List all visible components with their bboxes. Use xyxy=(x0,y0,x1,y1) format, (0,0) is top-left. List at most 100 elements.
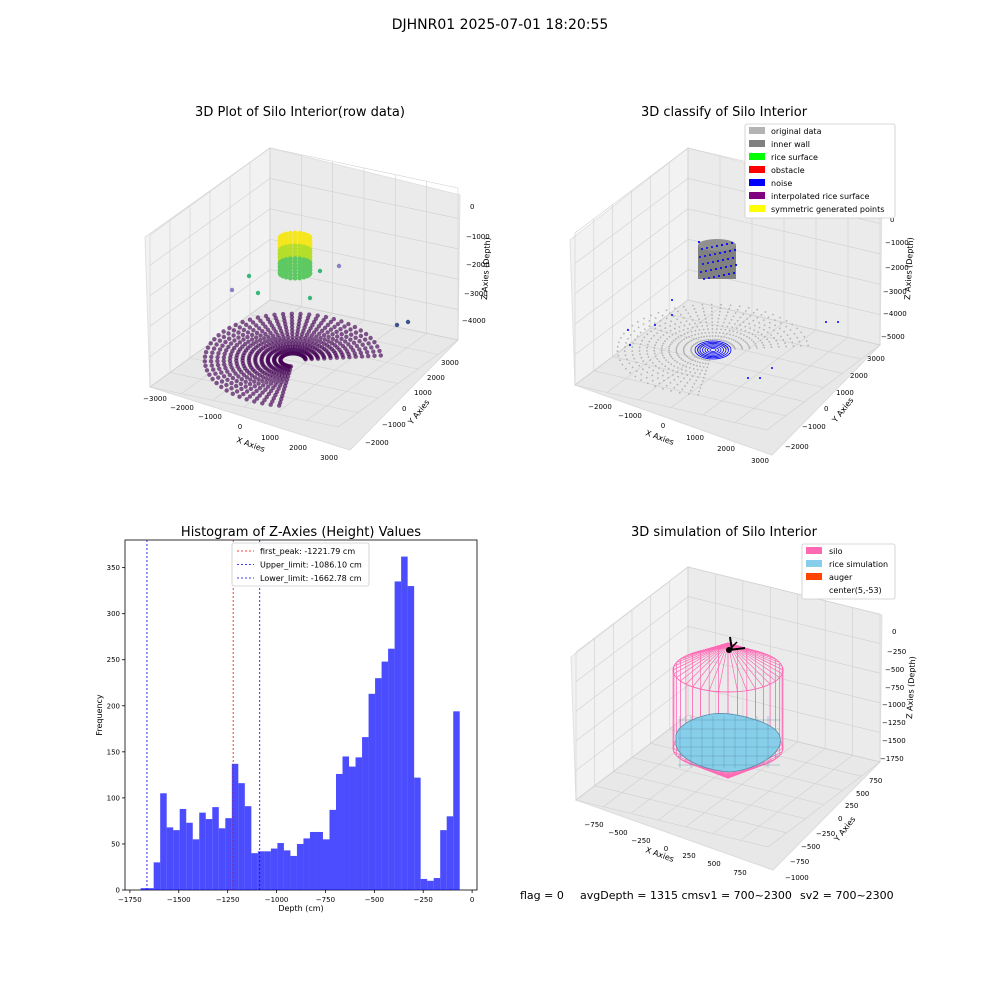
original-point xyxy=(667,376,670,379)
raw-point xyxy=(247,381,253,387)
panel2-xlabel: X Axies xyxy=(644,428,675,447)
noise-point xyxy=(723,274,725,276)
noise-point xyxy=(825,321,827,323)
raw-point xyxy=(330,336,335,342)
svg-text:−3000: −3000 xyxy=(883,288,907,296)
panel2-legend-label: original data xyxy=(771,127,822,136)
original-point xyxy=(677,367,679,369)
svg-text:0: 0 xyxy=(890,216,894,224)
original-point xyxy=(785,345,787,348)
original-point xyxy=(629,371,632,374)
raw-point xyxy=(288,275,293,281)
raw-point xyxy=(246,273,252,279)
raw-point xyxy=(277,403,282,408)
raw-point xyxy=(227,372,232,378)
raw-point xyxy=(215,355,220,360)
original-point xyxy=(659,319,662,322)
original-point xyxy=(679,380,682,383)
original-point xyxy=(689,340,691,343)
hist-bar xyxy=(342,756,350,890)
original-point xyxy=(807,344,809,347)
rice-surface xyxy=(675,713,781,773)
original-point xyxy=(701,339,704,342)
original-point xyxy=(633,330,636,332)
original-point xyxy=(749,327,751,330)
original-point xyxy=(719,310,721,313)
original-point xyxy=(758,321,761,324)
original-point xyxy=(684,353,686,356)
raw-point xyxy=(334,355,340,360)
original-point xyxy=(701,362,704,364)
panel-raw-data-3d: 3D Plot of Silo Interior(row data) −3000… xyxy=(143,105,492,462)
hist-bar xyxy=(407,586,415,890)
hist-bar xyxy=(277,843,284,890)
raw-point xyxy=(297,315,303,320)
original-point xyxy=(762,344,765,347)
original-point xyxy=(711,331,714,334)
raw-point xyxy=(244,375,250,380)
original-point xyxy=(673,386,676,389)
raw-point xyxy=(317,268,323,274)
original-point xyxy=(744,330,747,332)
original-point xyxy=(619,359,621,362)
raw-point xyxy=(232,338,237,343)
raw-point xyxy=(280,311,286,317)
raw-point xyxy=(254,396,260,401)
hist-bar xyxy=(446,816,454,890)
raw-point xyxy=(236,335,241,340)
original-point xyxy=(675,332,677,334)
original-point xyxy=(756,308,759,311)
original-point xyxy=(700,383,703,386)
footer-flag: flag = 0 xyxy=(520,889,564,902)
original-point xyxy=(799,344,802,347)
original-point xyxy=(643,328,646,331)
raw-point xyxy=(221,355,227,360)
original-point xyxy=(800,331,803,334)
raw-point xyxy=(334,338,339,344)
original-point xyxy=(693,383,696,385)
original-point xyxy=(662,354,664,357)
original-point xyxy=(715,331,717,334)
original-point xyxy=(725,336,728,339)
original-point xyxy=(758,326,761,329)
original-point xyxy=(695,379,698,382)
raw-point xyxy=(325,322,331,328)
original-point xyxy=(631,366,634,369)
panel2-zlabel: Z Axies (Depth) xyxy=(903,237,915,300)
original-point xyxy=(699,372,701,375)
hist-bar xyxy=(368,693,376,890)
original-point xyxy=(728,337,730,340)
panel4-yticks: −1000 −750 −500 −250 0 250 500 750 xyxy=(785,777,882,882)
original-point xyxy=(663,379,665,382)
raw-point xyxy=(251,341,256,346)
original-point xyxy=(668,351,671,354)
raw-point xyxy=(360,342,365,347)
panel2-legend-swatch xyxy=(749,192,765,199)
raw-point xyxy=(394,322,400,328)
original-point xyxy=(668,345,671,348)
original-point xyxy=(746,335,748,338)
original-point xyxy=(688,323,691,326)
original-point xyxy=(638,350,641,352)
original-point xyxy=(750,339,753,341)
hist-bar xyxy=(231,763,239,890)
original-point xyxy=(682,329,685,331)
raw-point xyxy=(312,330,317,335)
svg-text:500: 500 xyxy=(856,790,869,798)
raw-point xyxy=(241,391,246,397)
original-point xyxy=(698,329,701,331)
original-point xyxy=(704,317,707,320)
original-point xyxy=(739,343,741,346)
raw-point xyxy=(240,319,245,325)
raw-point xyxy=(234,389,240,394)
raw-point xyxy=(210,376,215,382)
noise-point xyxy=(714,253,716,255)
raw-point xyxy=(372,353,377,358)
raw-point xyxy=(288,266,293,271)
hist-bar xyxy=(166,827,174,890)
original-point xyxy=(762,319,765,321)
raw-point xyxy=(222,362,227,367)
raw-point xyxy=(260,378,265,384)
original-point xyxy=(726,311,729,314)
